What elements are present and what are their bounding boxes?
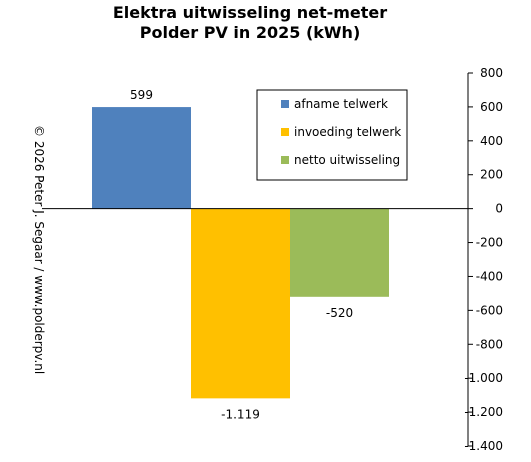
y-tick-label: 400 (480, 134, 503, 148)
legend: afname telwerk invoeding telwerk netto uit… (256, 89, 408, 181)
legend-swatch-1 (281, 100, 289, 108)
y-tick-label: 800 (480, 66, 503, 80)
y-tick-label: -1.400 (464, 439, 503, 453)
y-tick-label: 200 (480, 168, 503, 182)
y-tick-label: -1.000 (464, 371, 503, 385)
bar-3 (290, 208, 389, 297)
bar-1 (92, 107, 191, 209)
bar-2 (191, 208, 290, 399)
bars-group (92, 107, 389, 399)
legend-swatch-3 (281, 156, 289, 164)
data-label-3: -520 (326, 306, 353, 320)
chart-title-line-1: Elektra uitwisseling net-meter (113, 3, 387, 22)
legend-label-3: netto uitwisseling (294, 153, 400, 167)
y-tick-label: -800 (476, 337, 503, 351)
y-tick-label: -1.200 (464, 405, 503, 419)
data-labels-group: 599 -1.119 -520 (130, 88, 353, 421)
y-tick-label: 0 (495, 202, 503, 216)
legend-label-1: afname telwerk (294, 97, 388, 111)
data-label-1: 599 (130, 88, 153, 102)
chart-title-line-2: Polder PV in 2025 (kWh) (140, 23, 361, 42)
y-tick-label: -400 (476, 269, 503, 283)
y-tick-label: -200 (476, 236, 503, 250)
y-tick-label: 600 (480, 100, 503, 114)
data-label-2: -1.119 (221, 407, 260, 421)
copyright-text: © 2026 Peter J. Segaar / www.polderpv.nl (32, 125, 46, 374)
legend-label-2: invoeding telwerk (294, 125, 401, 139)
y-tick-label: -600 (476, 303, 503, 317)
legend-swatch-2 (281, 128, 289, 136)
y-axis-ticks: 800 600 400 200 0 -200 -400 -600 -800 -1.000 -1.20… (464, 66, 503, 453)
